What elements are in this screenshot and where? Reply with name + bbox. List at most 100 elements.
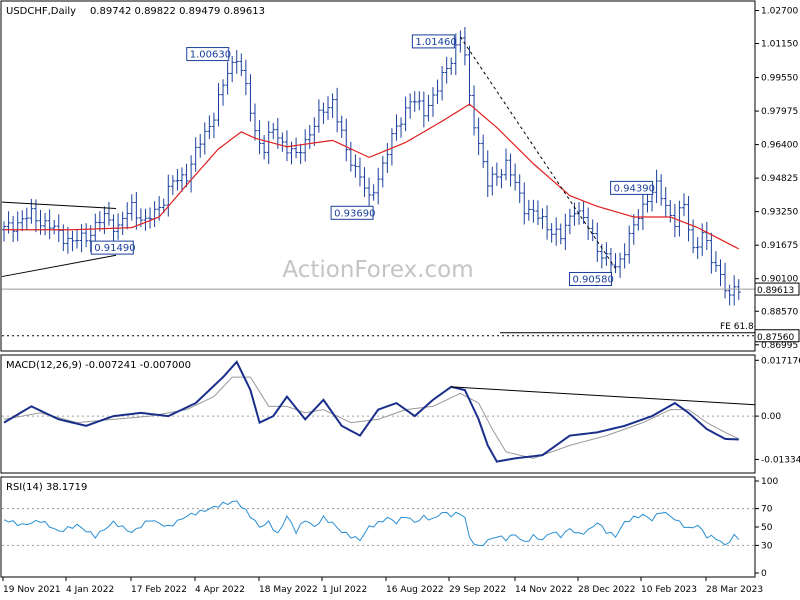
projection-dashed-line	[459, 36, 616, 269]
price-bar	[668, 199, 673, 223]
target-note: FE 61.8	[720, 322, 754, 332]
rsi-y-tick-label: 70	[761, 505, 773, 515]
price-bar	[490, 166, 495, 196]
price-bar	[335, 87, 340, 133]
price-annotation-box	[330, 205, 374, 220]
price-bar	[321, 102, 326, 124]
price-bar	[221, 79, 226, 106]
price-bar	[344, 118, 349, 162]
price-bar	[385, 142, 390, 174]
x-tick-label: 28 Mar 2023	[706, 585, 763, 595]
price-bar	[389, 128, 394, 166]
price-bar	[271, 122, 276, 140]
price-y-tick-label: 1.02700	[761, 7, 798, 17]
price-bar	[65, 226, 70, 254]
price-bar	[134, 191, 139, 230]
price-bar	[508, 153, 513, 187]
price-annotation-label: 0.93690	[334, 208, 375, 219]
x-tick-label: 14 Nov 2022	[515, 585, 573, 595]
price-annotation-box	[610, 180, 654, 195]
price-annotation-box	[90, 240, 134, 255]
price-bar	[654, 169, 659, 204]
price-bar	[713, 251, 718, 272]
price-bar	[15, 211, 20, 242]
price-bar	[239, 53, 244, 77]
price-bar	[554, 217, 559, 246]
price-bar	[732, 275, 737, 306]
price-bar	[727, 284, 732, 306]
price-bar	[125, 202, 130, 230]
price-bar	[417, 91, 422, 111]
price-bar	[116, 213, 121, 240]
price-y-tick-label: 0.90100	[761, 275, 798, 285]
price-annotation-label: 0.94390	[614, 183, 655, 194]
price-bar	[84, 223, 89, 248]
macd-line	[3, 360, 739, 463]
rsi-title: RSI(14) 38.1719	[6, 482, 87, 493]
price-bar	[399, 117, 404, 138]
price-bar	[170, 175, 175, 196]
macd-y-tick-label: -0.01334	[761, 455, 800, 465]
macd-y-tick-label: 0.00	[761, 412, 781, 422]
price-bar	[362, 167, 367, 197]
price-bar	[120, 211, 125, 235]
price-bar	[631, 214, 636, 245]
price-bar	[79, 224, 84, 253]
price-bar	[339, 115, 344, 138]
price-bar	[106, 201, 111, 226]
price-bar	[563, 213, 568, 251]
price-annotation-label: 0.91490	[94, 243, 135, 254]
price-bar	[52, 219, 57, 235]
ohlc-readout: 0.89742 0.89822 0.89479 0.89613	[90, 6, 265, 17]
price-bar	[234, 50, 239, 74]
price-bar	[179, 167, 184, 192]
price-bar	[517, 174, 522, 204]
price-annotation-box	[569, 271, 613, 286]
price-bars	[2, 26, 741, 306]
price-annotation-label: 0.90580	[573, 274, 614, 285]
price-bar	[129, 194, 134, 221]
price-bar	[198, 134, 203, 158]
price-bar	[513, 163, 518, 191]
rsi-y-tick-label: 0	[761, 569, 767, 579]
price-title: USDCHF,Daily	[6, 6, 76, 17]
price-bar	[472, 85, 477, 136]
price-bar	[298, 143, 303, 165]
price-bar	[357, 157, 362, 187]
rsi-line	[3, 500, 740, 547]
x-tick-label: 4 Jan 2022	[66, 585, 114, 595]
price-bar	[38, 209, 43, 235]
price-bar	[540, 208, 545, 229]
price-bar	[248, 74, 253, 122]
price-bar	[284, 130, 289, 162]
price-bar	[312, 117, 317, 147]
price-y-tick-label: 1.01150	[761, 40, 798, 50]
price-bar	[207, 115, 212, 140]
price-y-tick-label: 0.88570	[761, 307, 798, 317]
price-bar	[216, 83, 221, 127]
price-bar	[672, 203, 677, 238]
price-bar	[294, 137, 299, 159]
price-bar	[371, 184, 376, 201]
price-bar	[567, 208, 572, 235]
price-bar	[11, 215, 16, 243]
target-box	[754, 329, 800, 343]
price-bar	[326, 96, 331, 120]
price-bar	[622, 243, 627, 269]
price-bar	[695, 237, 700, 260]
price-bar	[531, 199, 536, 223]
watermark: ActionForex.com	[282, 257, 473, 283]
price-bar	[257, 120, 262, 155]
macd-panel	[0, 354, 756, 474]
price-bar	[70, 230, 75, 252]
price-bar	[659, 174, 664, 206]
price-bar	[243, 59, 248, 96]
price-bar	[211, 112, 216, 139]
price-annotation-box	[411, 34, 455, 49]
price-bar	[426, 94, 431, 122]
price-bar	[280, 132, 285, 152]
price-y-tick-label: 0.94825	[761, 174, 798, 184]
price-bar	[618, 252, 623, 278]
x-tick-label: 29 Sep 2022	[449, 585, 506, 595]
